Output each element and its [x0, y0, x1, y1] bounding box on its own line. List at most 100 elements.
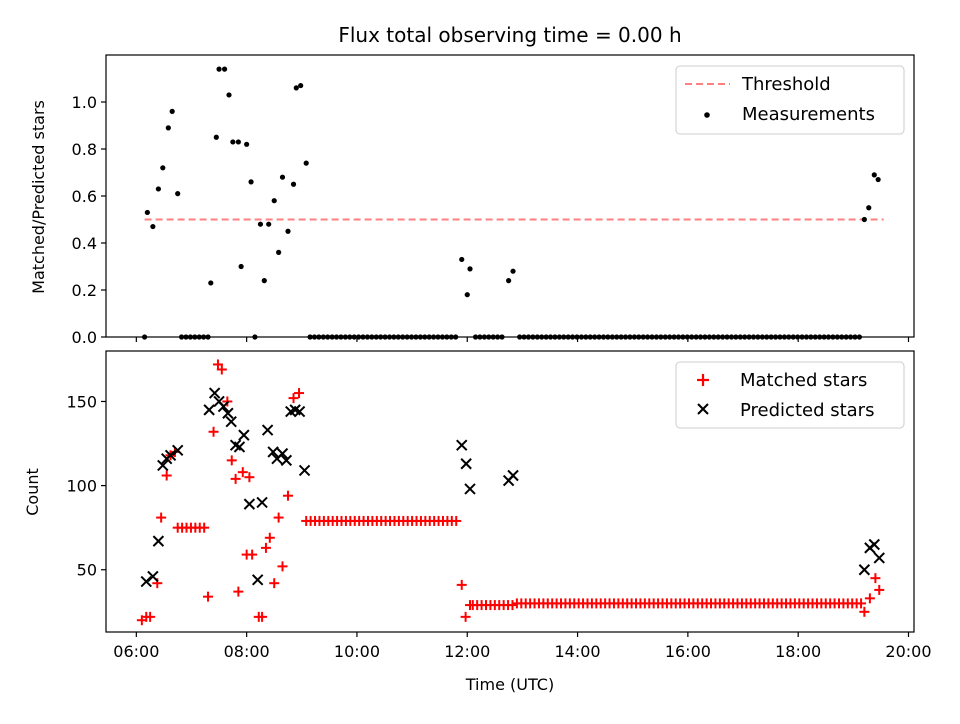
matched-star-point	[199, 522, 210, 533]
predicted-star-point	[243, 498, 256, 510]
bottom-x-tick-label: 12:00	[444, 642, 490, 661]
matched-star-point	[247, 549, 258, 560]
measurement-point	[506, 278, 512, 284]
bottom-y-tick-label: 50	[77, 561, 97, 580]
matched-star-point	[460, 611, 471, 622]
matched-star-point	[283, 490, 294, 501]
measurement-point	[464, 292, 470, 298]
measurement-point	[248, 179, 254, 185]
measurement-point	[459, 256, 465, 263]
matched-star-point	[874, 584, 885, 595]
measurement-point	[510, 268, 516, 274]
matched-star-point	[156, 512, 167, 523]
predicted-star-point	[164, 449, 177, 462]
measurement-point	[238, 263, 244, 270]
top-y-tick-label: 0.6	[72, 187, 97, 206]
figure-title: Flux total observing time = 0.00 h	[338, 23, 681, 47]
measurement-point	[235, 139, 241, 145]
matched-star-point	[233, 586, 244, 597]
legend-matched-label: Matched stars	[740, 370, 867, 391]
predicted-star-point	[256, 496, 268, 509]
matched-star-point	[451, 515, 462, 526]
measurement-point	[160, 165, 166, 171]
matched-star-point	[288, 393, 299, 404]
count-panel: Count 06:00 08:00 10:00 12:00 14:00 16:00 18:0…	[23, 350, 932, 694]
top-legend: Threshold Measurements	[675, 65, 905, 135]
measurement-point	[279, 174, 286, 180]
measurement-point	[169, 108, 175, 114]
predicted-star-point	[171, 444, 184, 456]
top-y-tick-label: 0.8	[72, 140, 97, 159]
measurement-point	[285, 228, 291, 234]
matched-star-point	[161, 470, 172, 481]
measurement-point	[208, 280, 214, 286]
matched-star-point	[273, 512, 284, 523]
bottom-x-tick-label: 16:00	[665, 642, 711, 661]
bottom-x-tick-label: 10:00	[334, 642, 380, 661]
measurement-point	[216, 66, 222, 72]
predicted-star-point	[233, 441, 246, 453]
matched-star-point	[203, 591, 214, 602]
measurement-point	[871, 172, 877, 178]
predicted-star-point	[152, 535, 165, 547]
predicted-star-point	[251, 574, 264, 586]
ratio-panel: Matched/Predicted stars 0.0 0.2 0.4 0.6 0.8 1…	[29, 54, 915, 347]
matched-star-point	[237, 467, 248, 478]
measurement-point	[213, 134, 219, 140]
matched-star-point	[277, 561, 288, 572]
top-y-tick-label: 0.0	[72, 328, 97, 347]
measurement-point	[276, 249, 282, 255]
legend-measurements-label: Measurements	[742, 104, 875, 125]
legend-matched-swatch	[697, 374, 709, 386]
predicted-star-point	[225, 415, 237, 428]
measurement-point	[144, 209, 150, 216]
measurement-point	[271, 198, 277, 204]
predicted-star-point	[507, 469, 519, 482]
bottom-y-tick-label: 150	[66, 392, 97, 411]
measurement-point	[150, 223, 156, 230]
matched-star-point	[230, 473, 241, 484]
measurement-point	[155, 186, 161, 192]
measurement-point	[861, 216, 867, 223]
bottom-x-tick-label: 06:00	[113, 642, 159, 661]
predicted-star-point	[276, 447, 289, 460]
predicted-star-point	[140, 575, 152, 588]
predicted-star-point	[217, 400, 230, 413]
measurement-point	[290, 181, 297, 187]
measurement-point	[467, 266, 473, 272]
predicted-star-point	[298, 464, 311, 477]
matched-star-point	[264, 532, 275, 543]
matched-star-point	[294, 388, 305, 399]
predicted-star-point	[460, 458, 472, 470]
predicted-star-point	[456, 439, 468, 451]
measurement-point	[226, 92, 232, 98]
legend-predicted-label: Predicted stars	[740, 400, 874, 421]
bottom-y-tick-label: 100	[66, 477, 97, 496]
bottom-x-tick-label: 20:00	[885, 642, 931, 661]
measurement-point	[261, 278, 267, 284]
predicted-star-point	[222, 407, 234, 419]
measurement-point	[165, 125, 171, 131]
measurement-point	[866, 205, 872, 211]
matched-star-point	[226, 455, 237, 466]
measurement-point	[221, 66, 228, 72]
predicted-star-point	[208, 387, 221, 399]
matched-star-point	[856, 598, 867, 609]
measurement-point	[875, 176, 881, 183]
bottom-y-axis-label: Count	[23, 468, 42, 516]
legend-threshold-label: Threshold	[741, 74, 831, 95]
top-y-tick-label: 0.2	[72, 281, 97, 300]
predicted-star-point	[293, 405, 306, 418]
predicted-star-point	[261, 424, 274, 436]
x-axis-label: Time (UTC)	[465, 675, 554, 694]
matched-star-point	[870, 573, 881, 584]
top-y-axis-label: Matched/Predicted stars	[29, 100, 48, 294]
measurement-point	[244, 141, 250, 147]
bottom-x-tick-label: 18:00	[775, 642, 821, 661]
predicted-star-point	[147, 570, 159, 583]
matched-star-point	[260, 542, 271, 553]
matched-star-point	[257, 611, 268, 622]
matched-star-point	[507, 600, 518, 611]
measurement-point	[175, 191, 181, 197]
